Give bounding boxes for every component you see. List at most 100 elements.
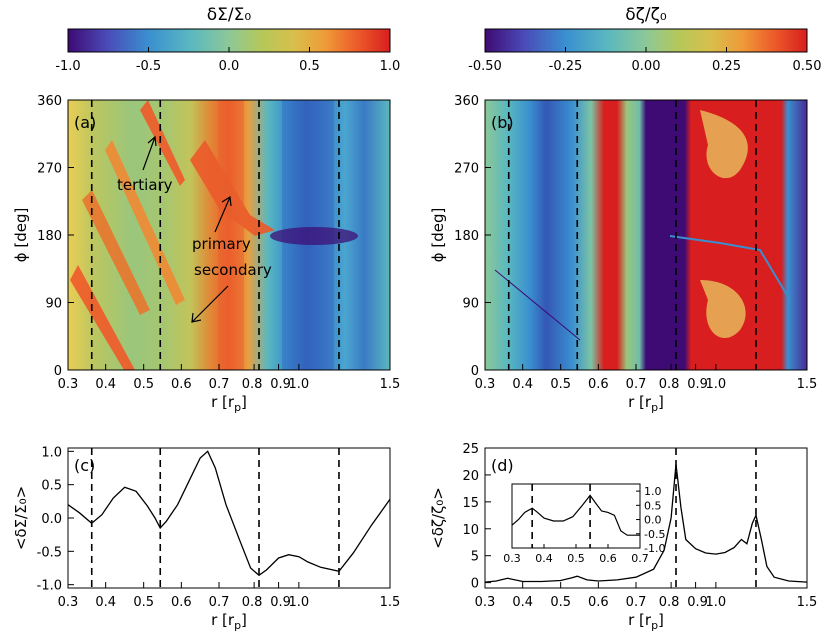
x-tick-label: 0.9 <box>270 595 291 610</box>
panel-a-features <box>70 100 358 370</box>
colorbar-left: δΣ/Σ₀ -1.0 -0.5 0.0 0.5 1.0 <box>55 5 400 74</box>
x-tick-label: 1.5 <box>797 595 818 610</box>
inset-x-tick-label: 0.4 <box>535 552 553 565</box>
y-tick-label: 180 <box>37 229 62 244</box>
x-tick-label: 1.5 <box>380 595 401 610</box>
x-axis-label: r [rp] <box>628 393 664 414</box>
panel-c: 0.3 0.4 0.5 0.6 0.7 0.8 0.91.0 1.5-1.0-0.50.00.… <box>12 445 400 632</box>
x-tick-label: 1.5 <box>380 377 401 392</box>
y-tick-label: 10 <box>462 523 479 538</box>
y-tick-label: -1.0 <box>37 579 62 594</box>
colorbar-right-title: δζ/ζ₀ <box>625 5 667 25</box>
x-tick-label: 0.4 <box>95 377 116 392</box>
y-tick-label: 90 <box>462 297 479 312</box>
x-tick-label: 0.7 <box>626 377 647 392</box>
y-tick-label: 0 <box>471 364 479 379</box>
x-tick-label: 0.3 <box>58 595 79 610</box>
x-tick-label: 0.8 <box>242 595 263 610</box>
y-tick-label: 0 <box>54 364 62 379</box>
spiral-arm-2 <box>82 190 150 315</box>
y-tick-label: 25 <box>462 442 479 457</box>
x-tick-label: 0.8 <box>659 377 680 392</box>
y-axis-label: <δΣ/Σ₀> <box>12 486 30 550</box>
y-tick-label: 0.5 <box>41 479 62 494</box>
colorbar-tick-label: -1.0 <box>55 59 80 74</box>
panel-c-label: (c) <box>74 456 95 475</box>
x-tick-label: 0.3 <box>58 377 79 392</box>
x-tick-label: 1.0 <box>289 377 310 392</box>
x-tick-label: 0.4 <box>512 377 533 392</box>
panel-b-dashed-lines <box>507 100 757 370</box>
colorbar-tick-label: -0.5 <box>136 59 161 74</box>
primary-wake <box>190 140 275 236</box>
x-tick-label: 0.7 <box>209 595 230 610</box>
y-tick-label: 270 <box>454 162 479 177</box>
panel-d-dashed-lines <box>675 448 757 588</box>
panel-d-label: (d) <box>491 456 514 475</box>
shock-trace <box>669 235 791 301</box>
y-axis-label: ϕ [deg] <box>429 208 447 263</box>
inset-frame <box>511 483 641 549</box>
x-tick-label: 1.0 <box>289 595 310 610</box>
colorbar-tick-label: 0.00 <box>632 59 661 74</box>
panel-a-label: (a) <box>74 113 96 132</box>
x-tick-label: 0.9 <box>687 595 708 610</box>
hot-column <box>218 100 244 370</box>
x-tick-label: 0.5 <box>133 377 154 392</box>
annotation-arrows <box>142 135 232 323</box>
y-tick-label: 5 <box>471 550 479 565</box>
y-tick-label: 20 <box>462 469 479 484</box>
inset-x-tick-label: 0.7 <box>631 552 649 565</box>
colorbar-tick-label: -0.25 <box>549 59 583 74</box>
x-tick-label: 0.3 <box>475 595 496 610</box>
panel-a: 0.3 0.4 0.5 0.6 0.7 0.8 0.91.0 1.5 0 90 180 270 360 r… <box>12 94 400 414</box>
colorbar-left-title: δΣ/Σ₀ <box>207 5 252 25</box>
inset-y-tick-label: 1.0 <box>644 485 662 498</box>
x-axis-label: r [rp] <box>211 393 247 414</box>
inset-dashed-lines <box>531 484 591 548</box>
x-tick-label: 0.5 <box>550 377 571 392</box>
x-axis-label: r [rp] <box>628 611 664 632</box>
x-tick-label: 0.7 <box>626 595 647 610</box>
planet-gap <box>270 227 358 245</box>
annotation-secondary: secondary <box>194 261 272 279</box>
panel-b-heatmap <box>485 100 807 370</box>
spiral-arm-3 <box>105 140 185 305</box>
y-axis-label: ϕ [deg] <box>12 208 30 263</box>
inset-x-tick-label: 0.6 <box>599 552 617 565</box>
vortex-upper <box>700 110 748 179</box>
spiral-arm-1 <box>70 265 135 370</box>
inset-axes: 0.3 0.4 0.5 0.6 0.7-1.0-0.50.00.51.0 <box>503 485 665 565</box>
panel-a-axes: 0.3 0.4 0.5 0.6 0.7 0.8 0.91.0 1.5 0 90 180 270 360 r… <box>12 94 400 414</box>
panel-d-frame <box>484 447 808 589</box>
x-tick-label: 0.3 <box>475 377 496 392</box>
y-tick-label: 360 <box>37 94 62 109</box>
x-tick-label: 1.0 <box>706 377 727 392</box>
x-tick-label: 0.6 <box>588 377 609 392</box>
x-tick-label: 0.5 <box>133 595 154 610</box>
colorbar-tick-label: 0.25 <box>712 59 741 74</box>
x-tick-label: 0.5 <box>550 595 571 610</box>
panel-d-inset: 0.3 0.4 0.5 0.6 0.7-1.0-0.50.00.51.0 <box>503 483 665 565</box>
colorbar-right: δζ/ζ₀ -0.50 -0.25 0.00 0.25 0.50 <box>468 5 821 74</box>
y-tick-label: -0.5 <box>37 545 62 560</box>
inset-y-tick-label: -0.5 <box>644 528 665 541</box>
colorbar-right-ticks: -0.50 -0.25 0.00 0.25 0.50 <box>468 47 821 74</box>
spiral-arm-4 <box>140 100 185 186</box>
y-tick-label: 1.0 <box>41 445 62 460</box>
x-tick-label: 0.6 <box>588 595 609 610</box>
y-tick-label: 180 <box>454 229 479 244</box>
y-tick-label: 360 <box>454 94 479 109</box>
x-tick-label: 0.7 <box>209 377 230 392</box>
x-tick-label: 1.5 <box>797 377 818 392</box>
colorbar-tick-label: 0.50 <box>793 59 822 74</box>
x-axis-label: r [rp] <box>211 611 247 632</box>
x-tick-label: 0.4 <box>95 595 116 610</box>
colorbar-tick-label: 0.5 <box>299 59 320 74</box>
x-tick-label: 0.9 <box>270 377 291 392</box>
x-tick-label: 0.8 <box>659 595 680 610</box>
inset-y-tick-label: 0.0 <box>644 514 662 527</box>
y-axis-label: <δζ/ζ₀> <box>429 487 447 549</box>
